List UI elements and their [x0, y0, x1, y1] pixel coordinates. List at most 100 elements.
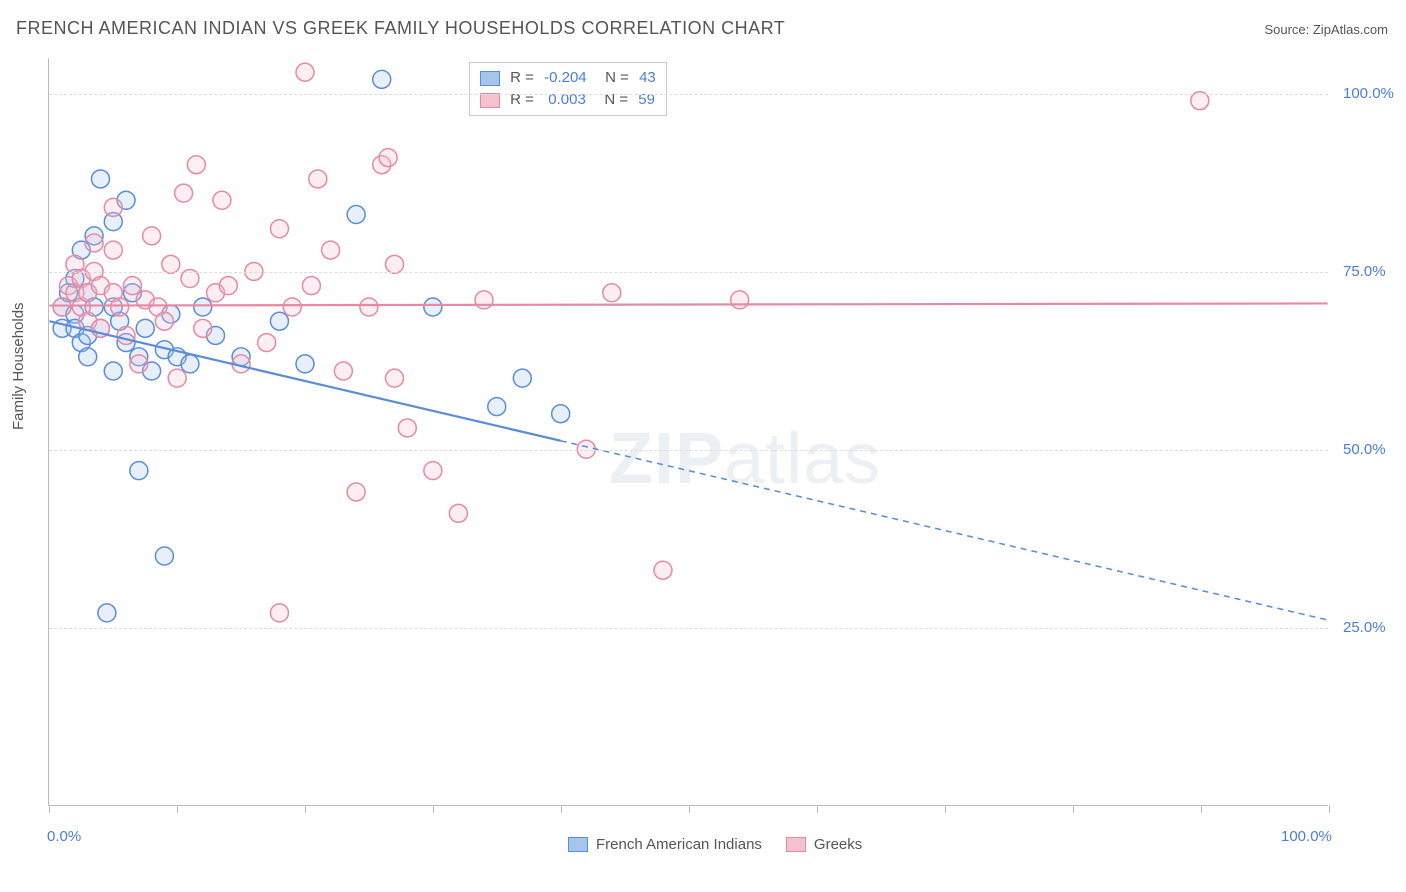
- chart-title: FRENCH AMERICAN INDIAN VS GREEK FAMILY H…: [16, 18, 785, 39]
- gridline-h: [49, 94, 1328, 95]
- source-attribution: Source: ZipAtlas.com: [1264, 22, 1388, 37]
- data-point-greeks: [731, 291, 749, 309]
- gridline-h: [49, 628, 1328, 629]
- series-legend: French American Indians Greeks: [568, 836, 862, 853]
- y-tick-label: 50.0%: [1343, 441, 1386, 458]
- data-point-french_american_indians: [155, 547, 173, 565]
- plot-svg: [49, 58, 1328, 805]
- data-point-french_american_indians: [270, 312, 288, 330]
- legend-row-french_american_indians: R = -0.204 N = 43: [480, 67, 656, 89]
- data-point-greeks: [270, 604, 288, 622]
- x-tick: [1201, 805, 1202, 813]
- swatch-icon: [568, 837, 588, 852]
- data-point-greeks: [85, 234, 103, 252]
- data-point-greeks: [309, 170, 327, 188]
- data-point-greeks: [187, 156, 205, 174]
- data-point-greeks: [123, 277, 141, 295]
- data-point-greeks: [111, 298, 129, 316]
- data-point-french_american_indians: [181, 355, 199, 373]
- data-point-greeks: [283, 298, 301, 316]
- legend-row-greeks: R = 0.003 N = 59: [480, 89, 656, 111]
- legend-item-greeks: Greeks: [786, 836, 862, 853]
- data-point-greeks: [379, 149, 397, 167]
- legend-item-french_american_indians: French American Indians: [568, 836, 762, 853]
- data-point-greeks: [449, 504, 467, 522]
- swatch-icon: [480, 93, 500, 108]
- correlation-legend: R = -0.204 N = 43 R = 0.003 N = 59: [469, 62, 667, 116]
- data-point-greeks: [296, 63, 314, 81]
- y-tick-label: 100.0%: [1343, 85, 1394, 102]
- data-point-greeks: [175, 184, 193, 202]
- x-tick: [1073, 805, 1074, 813]
- data-point-greeks: [162, 255, 180, 273]
- x-tick: [49, 805, 50, 813]
- data-point-french_american_indians: [91, 170, 109, 188]
- gridline-h: [49, 450, 1328, 451]
- y-tick-label: 75.0%: [1343, 263, 1386, 280]
- x-tick: [177, 805, 178, 813]
- x-tick: [561, 805, 562, 813]
- legend-r-label: R =: [506, 89, 538, 111]
- data-point-greeks: [347, 483, 365, 501]
- data-point-french_american_indians: [296, 355, 314, 373]
- y-tick-label: 25.0%: [1343, 619, 1386, 636]
- x-tick: [305, 805, 306, 813]
- data-point-greeks: [475, 291, 493, 309]
- legend-r-value: -0.204: [544, 67, 587, 89]
- x-tick-label: 100.0%: [1281, 828, 1332, 845]
- legend-item-label: French American Indians: [596, 836, 762, 853]
- x-tick: [689, 805, 690, 813]
- regression-line-dashed-french_american_indians: [561, 441, 1328, 620]
- legend-item-label: Greeks: [814, 836, 862, 853]
- source-prefix: Source:: [1264, 22, 1312, 37]
- source-name: ZipAtlas.com: [1313, 22, 1388, 37]
- data-point-french_american_indians: [130, 462, 148, 480]
- data-point-greeks: [194, 319, 212, 337]
- swatch-icon: [480, 71, 500, 86]
- data-point-greeks: [168, 369, 186, 387]
- data-point-greeks: [386, 369, 404, 387]
- data-point-greeks: [104, 241, 122, 259]
- legend-r-label: R =: [506, 67, 538, 89]
- data-point-greeks: [334, 362, 352, 380]
- data-point-greeks: [219, 277, 237, 295]
- data-point-french_american_indians: [347, 206, 365, 224]
- gridline-h: [49, 272, 1328, 273]
- data-point-greeks: [213, 191, 231, 209]
- x-tick-label: 0.0%: [47, 828, 81, 845]
- legend-n-label: N =: [592, 89, 632, 111]
- data-point-french_american_indians: [194, 298, 212, 316]
- data-point-greeks: [322, 241, 340, 259]
- plot-area: ZIPatlas R = -0.204 N = 43 R = 0.003 N =…: [48, 58, 1328, 806]
- data-point-greeks: [302, 277, 320, 295]
- data-point-greeks: [424, 462, 442, 480]
- data-point-french_american_indians: [98, 604, 116, 622]
- data-point-french_american_indians: [424, 298, 442, 316]
- legend-n-value: 59: [638, 89, 655, 111]
- data-point-greeks: [104, 198, 122, 216]
- data-point-greeks: [155, 312, 173, 330]
- data-point-greeks: [654, 561, 672, 579]
- x-tick: [945, 805, 946, 813]
- data-point-french_american_indians: [79, 348, 97, 366]
- data-point-greeks: [258, 334, 276, 352]
- data-point-greeks: [603, 284, 621, 302]
- y-axis-label: Family Households: [10, 302, 27, 430]
- legend-n-label: N =: [593, 67, 633, 89]
- data-point-french_american_indians: [552, 405, 570, 423]
- data-point-french_american_indians: [373, 70, 391, 88]
- data-point-greeks: [130, 355, 148, 373]
- x-tick: [1329, 805, 1330, 813]
- data-point-greeks: [398, 419, 416, 437]
- data-point-greeks: [143, 227, 161, 245]
- data-point-greeks: [53, 298, 71, 316]
- data-point-greeks: [270, 220, 288, 238]
- chart-container: FRENCH AMERICAN INDIAN VS GREEK FAMILY H…: [0, 0, 1406, 892]
- data-point-greeks: [386, 255, 404, 273]
- regression-line-greeks: [49, 303, 1327, 305]
- x-tick: [817, 805, 818, 813]
- legend-r-value: 0.003: [544, 89, 586, 111]
- legend-n-value: 43: [639, 67, 656, 89]
- data-point-french_american_indians: [104, 362, 122, 380]
- data-point-french_american_indians: [513, 369, 531, 387]
